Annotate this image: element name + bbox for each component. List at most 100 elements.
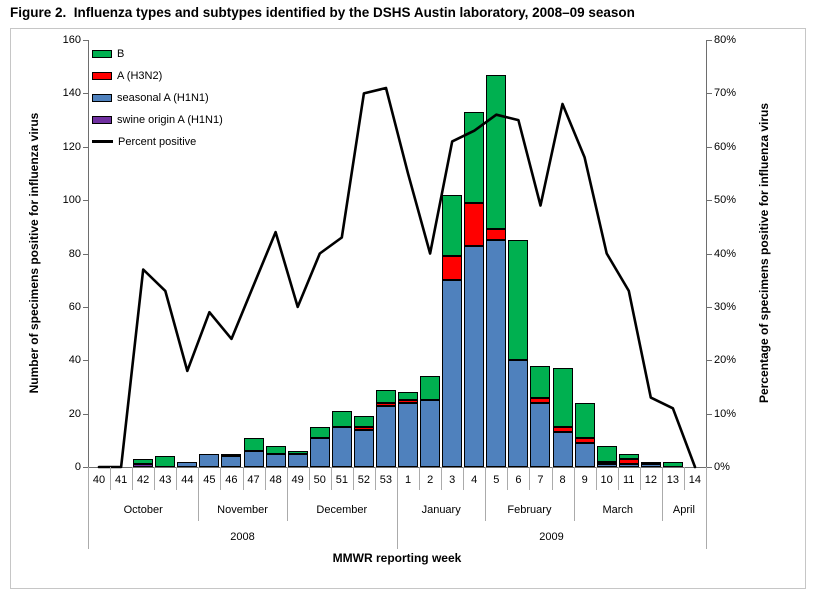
- category-separator: [374, 467, 376, 490]
- left-axis-tick: [83, 253, 88, 255]
- category-separator: [595, 467, 597, 490]
- y-axis-right-line: [706, 40, 707, 468]
- right-axis-tick-label: 50%: [714, 194, 737, 207]
- category-separator: [706, 467, 707, 549]
- bar-segment-a-h3n2--wk5: [486, 229, 507, 241]
- bar-segment-b-wk10: [596, 445, 617, 462]
- bar-segment-b-wk13: [662, 461, 683, 467]
- category-separator: [220, 467, 222, 490]
- chart-area-border: [10, 28, 806, 589]
- plot-area: [88, 40, 706, 469]
- left-axis-tick: [83, 360, 88, 362]
- category-separator: [88, 467, 89, 549]
- bar-segment-b-wk49: [287, 451, 308, 454]
- legend-label: Percent positive: [118, 135, 197, 148]
- category-separator: [264, 467, 266, 490]
- bar-segment-a-h3n2--wk9: [574, 437, 595, 443]
- week-label: 7: [537, 474, 544, 486]
- left-axis-tick: [83, 40, 88, 41]
- bar-segment-a-h3n2--wk8: [552, 426, 573, 433]
- bar-segment-b-wk43: [155, 456, 176, 467]
- bar-segment-seasonal-a-h1n1--wk7: [530, 402, 551, 467]
- right-axis-tick: [707, 40, 712, 41]
- week-label: 6: [515, 474, 522, 486]
- bar-segment-b-wk7: [530, 365, 551, 398]
- legend-label: B: [117, 47, 125, 60]
- left-axis-tick-label: 80: [68, 247, 81, 260]
- category-separator: [661, 467, 663, 521]
- week-label: 1: [404, 474, 412, 486]
- week-label: 46: [225, 474, 238, 486]
- week-label: 40: [92, 474, 106, 486]
- bar-segment-seasonal-a-h1n1--wk12: [640, 464, 661, 467]
- category-separator: [529, 467, 531, 490]
- y-axis-left-line: [88, 40, 89, 468]
- category-separator: [352, 467, 354, 490]
- bar-segment-b-wk51: [331, 410, 352, 427]
- category-separator: [154, 467, 156, 490]
- bar-segment-b-wk6: [508, 240, 529, 361]
- right-axis-tick: [707, 93, 712, 95]
- right-axis-tick: [707, 253, 712, 255]
- category-separator: [286, 467, 288, 521]
- bar-segment-b-wk4: [464, 112, 485, 203]
- week-label: 3: [449, 474, 456, 486]
- bar-segment-a-h3n2--wk11: [618, 459, 639, 465]
- bar-segment-seasonal-a-h1n1--wk3: [442, 280, 463, 467]
- bar-segment-a-h3n2--wk52: [353, 426, 374, 430]
- category-separator: [573, 467, 575, 521]
- legend-item: seasonal A (H1N1): [92, 90, 223, 105]
- week-label: 45: [203, 474, 216, 486]
- right-axis-tick-label: 30%: [714, 300, 737, 313]
- bar-segment-a-h3n2--wk10: [596, 461, 617, 465]
- week-label: 10: [600, 474, 613, 486]
- x-axis-title: MMWR reporting week: [332, 551, 462, 565]
- bar-segment-seasonal-a-h1n1--wk6: [508, 360, 529, 467]
- bar-segment-b-wk46: [221, 453, 242, 457]
- week-label: 13: [666, 474, 680, 486]
- bar-segment-seasonal-a-h1n1--wk47: [243, 451, 264, 467]
- category-separator: [110, 467, 112, 490]
- bar-segment-seasonal-a-h1n1--wk50: [309, 437, 330, 467]
- left-axis-tick: [83, 413, 88, 415]
- right-axis-tick: [707, 306, 712, 308]
- week-label: 4: [471, 474, 478, 486]
- week-label: 52: [357, 474, 371, 486]
- right-axis-tick: [707, 467, 712, 468]
- week-label: 44: [181, 474, 194, 486]
- right-axis-tick-label: 0%: [714, 461, 730, 473]
- week-label: 8: [559, 474, 566, 486]
- category-separator: [551, 467, 553, 490]
- bar-segment-seasonal-a-h1n1--wk44: [177, 461, 198, 467]
- week-label: 9: [581, 474, 588, 486]
- legend-color-swatch: [92, 115, 112, 124]
- week-label: 5: [493, 474, 500, 486]
- right-axis-tick: [707, 413, 712, 415]
- left-axis-tick-label: 60: [68, 300, 81, 313]
- bar-segment-seasonal-a-h1n1--wk2: [420, 400, 441, 467]
- category-separator: [617, 467, 619, 490]
- left-axis-tick-label: 0: [74, 461, 81, 473]
- bar-segment-seasonal-a-h1n1--wk46: [221, 456, 242, 467]
- bar-segment-seasonal-a-h1n1--wk45: [199, 453, 220, 467]
- left-axis-tick: [83, 93, 88, 95]
- week-label: 48: [269, 474, 282, 486]
- legend-item: Percent positive: [92, 134, 223, 149]
- week-label: 43: [159, 474, 172, 486]
- bar-segment-seasonal-a-h1n1--wk52: [353, 429, 374, 467]
- bar-segment-b-wk50: [309, 426, 330, 438]
- category-separator: [242, 467, 244, 490]
- month-label: December: [316, 504, 368, 516]
- bar-segment-a-h3n2--wk3: [442, 256, 463, 281]
- week-label: 50: [313, 474, 326, 486]
- bar-segment-a-h3n2--wk1: [398, 400, 419, 403]
- bar-segment-seasonal-a-h1n1--wk51: [331, 426, 352, 467]
- bar-segment-a-h3n2--wk53: [375, 402, 396, 406]
- week-label: 41: [115, 474, 128, 486]
- left-axis-tick-label: 160: [62, 34, 81, 46]
- bar-segment-b-wk1: [398, 392, 419, 401]
- month-label: February: [507, 504, 552, 516]
- week-label: 14: [688, 474, 702, 486]
- left-axis-tick: [83, 306, 88, 308]
- legend-color-swatch: [92, 93, 112, 102]
